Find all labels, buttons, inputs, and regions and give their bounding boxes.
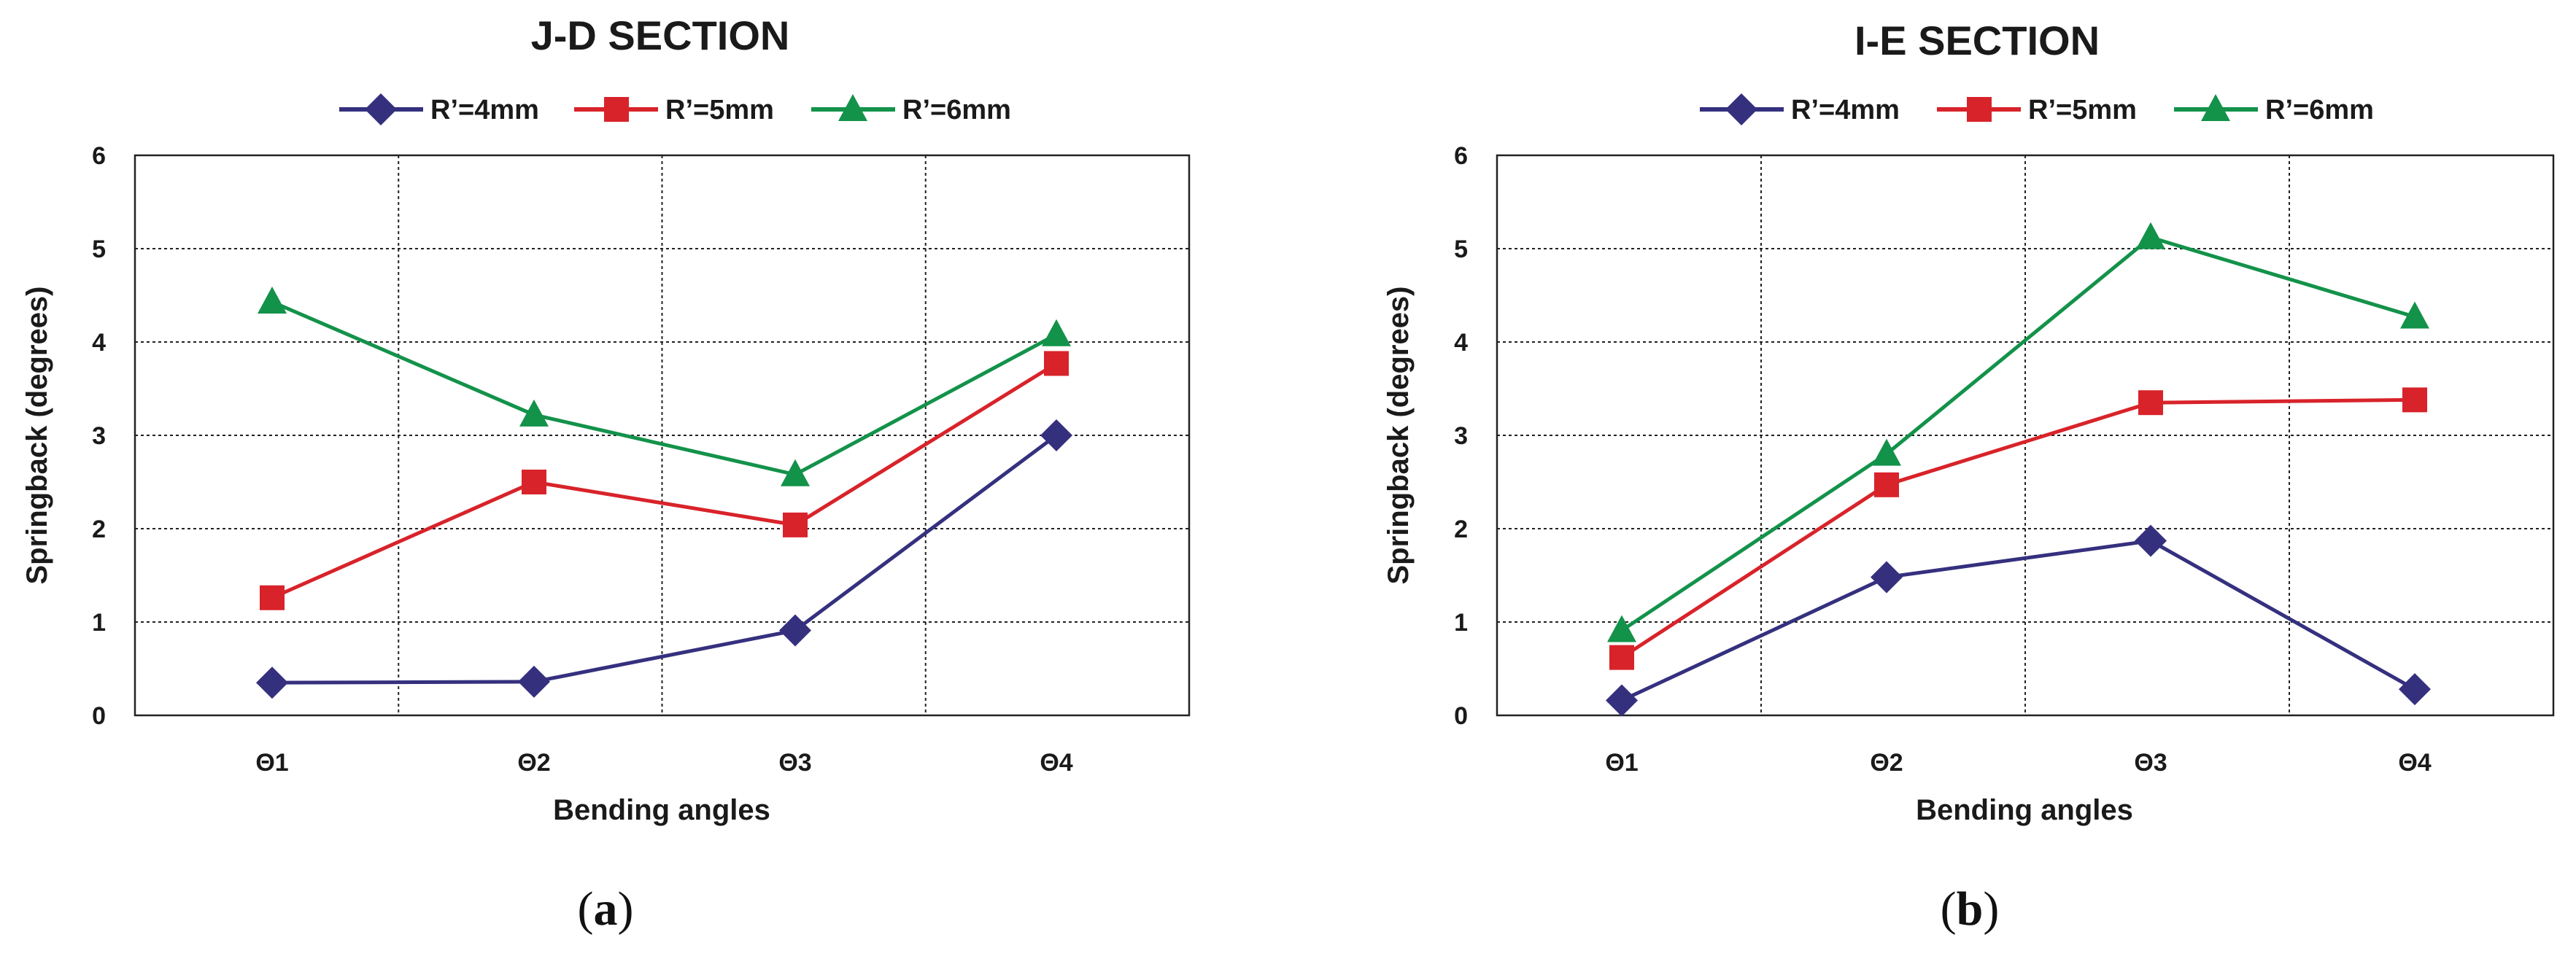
legend-item-r6: R’=6mm <box>811 94 1011 125</box>
caption-letter: b <box>1957 882 1984 936</box>
legend-item-r5: R’=5mm <box>574 95 774 125</box>
chart-panel-a: J-D SECTION R’=4mm R’=5mm R’=6mm 0 1 2 3 4 5 6… <box>21 12 1191 936</box>
legend: R’=4mm R’=5mm R’=6mm <box>339 93 1011 125</box>
data-point-triangle <box>258 286 287 314</box>
chart-title: J-D SECTION <box>531 12 790 58</box>
y-tick-label: 5 <box>1454 236 1468 263</box>
gridlines <box>135 155 1189 715</box>
square-marker-icon <box>604 97 629 122</box>
y-axis-label: Springback (degrees) <box>1382 286 1415 584</box>
caption-open: ( <box>578 882 594 936</box>
data-point-diamond <box>2135 524 2167 557</box>
data-point-diamond <box>1871 561 1903 594</box>
y-tick-label: 6 <box>1454 142 1468 170</box>
caption-open: ( <box>1941 882 1957 936</box>
chart-panel-b: I-E SECTION R’=4mm R’=5mm R’=6mm 0 1 2 3 4 5 6… <box>1382 18 2555 936</box>
y-tick-label: 4 <box>1454 329 1468 357</box>
y-tick-label: 3 <box>1454 422 1468 450</box>
series-line <box>1620 397 2416 659</box>
x-axis-ticks: Θ1 Θ2 Θ3 Θ4 <box>255 749 1072 777</box>
data-point-square <box>2402 387 2427 413</box>
x-tick-label: Θ3 <box>2134 749 2167 777</box>
data-point-triangle <box>1872 438 1901 466</box>
x-tick-label: Θ2 <box>517 749 550 777</box>
legend-label: R’=6mm <box>2265 95 2374 125</box>
legend-item-r6: R’=6mm <box>2174 94 2374 125</box>
legend-item-r5: R’=5mm <box>1937 95 2137 125</box>
y-tick-label: 6 <box>92 142 106 170</box>
legend-label: R’=4mm <box>1791 95 1900 125</box>
data-point-diamond <box>1040 419 1072 451</box>
data-point-triangle <box>781 459 810 486</box>
series-line <box>271 433 1058 685</box>
y-axis-ticks: 0 1 2 3 4 5 6 <box>1454 142 1468 730</box>
x-tick-label: Θ4 <box>1040 749 1072 777</box>
data-point-triangle <box>519 399 549 427</box>
legend: R’=4mm R’=5mm R’=6mm <box>1700 93 2374 125</box>
data-point-triangle <box>1607 615 1636 642</box>
data-point-diamond <box>1606 684 1638 717</box>
legend-label: R’=5mm <box>665 95 774 125</box>
triangle-marker-icon <box>838 94 867 121</box>
data-point-triangle <box>2400 301 2429 329</box>
series-line <box>1620 539 2416 702</box>
x-tick-label: Θ1 <box>1605 749 1638 777</box>
y-axis-ticks: 0 1 2 3 4 5 6 <box>92 142 106 730</box>
panel-caption: (a) <box>578 882 634 936</box>
chart-title: I-E SECTION <box>1854 18 2100 63</box>
legend-label: R’=6mm <box>902 95 1011 125</box>
data-point-diamond <box>518 665 550 698</box>
caption-close: ) <box>618 882 634 936</box>
series-line <box>271 300 1058 477</box>
legend-item-r4: R’=4mm <box>339 93 539 125</box>
y-tick-label: 5 <box>92 236 106 263</box>
data-point-square <box>1044 351 1069 376</box>
series-layer <box>256 286 1072 699</box>
data-point-square <box>2138 390 2163 416</box>
y-tick-label: 1 <box>1454 609 1468 637</box>
data-point-square <box>522 470 546 494</box>
y-tick-label: 4 <box>92 329 106 357</box>
triangle-marker-icon <box>2201 94 2230 121</box>
data-point-square <box>783 512 808 537</box>
x-tick-label: Θ4 <box>2398 749 2431 777</box>
x-tick-label: Θ3 <box>778 749 811 777</box>
caption-close: ) <box>1983 882 1999 936</box>
legend-label: R’=5mm <box>2028 95 2137 125</box>
x-tick-label: Θ1 <box>255 749 288 777</box>
x-tick-label: Θ2 <box>1870 749 1903 777</box>
data-point-square <box>1609 645 1634 670</box>
y-tick-label: 0 <box>92 702 106 730</box>
x-axis-label: Bending angles <box>553 794 770 826</box>
data-point-diamond <box>2399 673 2431 706</box>
data-point-diamond <box>256 667 288 699</box>
y-tick-label: 3 <box>92 422 106 450</box>
y-tick-label: 2 <box>92 516 106 543</box>
square-marker-icon <box>1967 97 1992 122</box>
y-axis-label: Springback (degrees) <box>21 286 53 584</box>
y-tick-label: 1 <box>92 609 106 637</box>
legend-item-r4: R’=4mm <box>1700 93 1900 125</box>
diamond-marker-icon <box>1725 93 1757 125</box>
legend-label: R’=4mm <box>430 95 539 125</box>
data-point-square <box>1874 472 1899 497</box>
panel-caption: (b) <box>1941 882 2000 936</box>
x-axis-ticks: Θ1 Θ2 Θ3 Θ4 <box>1605 749 2431 777</box>
data-point-triangle <box>2136 222 2165 249</box>
series-line <box>271 362 1058 600</box>
data-point-square <box>260 585 285 610</box>
data-point-triangle <box>1042 319 1071 346</box>
diamond-marker-icon <box>365 93 397 125</box>
series-line <box>1620 235 2416 632</box>
caption-letter: a <box>594 882 618 936</box>
y-tick-label: 0 <box>1454 702 1468 730</box>
data-point-diamond <box>779 614 811 647</box>
series-layer <box>1606 222 2431 717</box>
y-tick-label: 2 <box>1454 516 1468 543</box>
x-axis-label: Bending angles <box>1916 794 2133 826</box>
